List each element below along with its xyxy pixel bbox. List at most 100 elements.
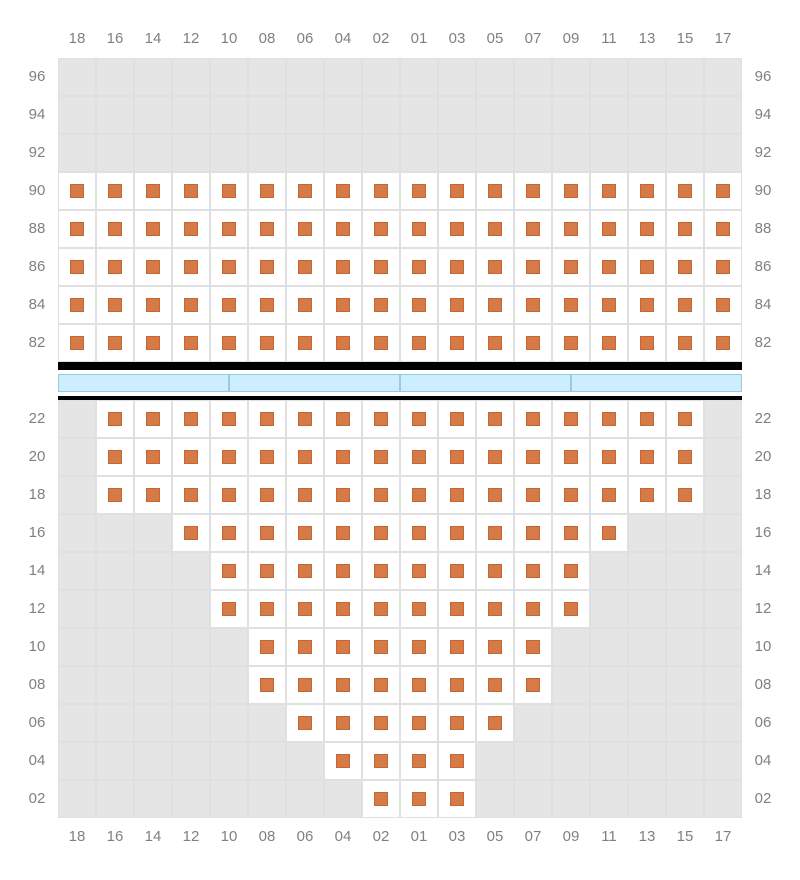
tooth-cell[interactable] — [362, 476, 400, 514]
tooth-cell[interactable] — [666, 248, 704, 286]
tooth-cell[interactable] — [210, 514, 248, 552]
tooth-cell[interactable] — [438, 590, 476, 628]
tooth-cell[interactable] — [666, 286, 704, 324]
tooth-cell[interactable] — [286, 286, 324, 324]
tooth-cell[interactable] — [362, 286, 400, 324]
tooth-cell[interactable] — [590, 248, 628, 286]
tooth-cell[interactable] — [400, 780, 438, 818]
tooth-cell[interactable] — [476, 628, 514, 666]
tooth-cell[interactable] — [58, 210, 96, 248]
tooth-cell[interactable] — [400, 172, 438, 210]
tooth-cell[interactable] — [362, 172, 400, 210]
tooth-cell[interactable] — [324, 400, 362, 438]
tooth-cell[interactable] — [438, 742, 476, 780]
tooth-cell[interactable] — [96, 438, 134, 476]
tooth-cell[interactable] — [514, 210, 552, 248]
tooth-cell[interactable] — [400, 400, 438, 438]
tooth-cell[interactable] — [172, 514, 210, 552]
tooth-cell[interactable] — [172, 172, 210, 210]
tooth-cell[interactable] — [704, 172, 742, 210]
tooth-cell[interactable] — [400, 552, 438, 590]
tooth-cell[interactable] — [704, 248, 742, 286]
tooth-cell[interactable] — [286, 210, 324, 248]
tooth-cell[interactable] — [362, 210, 400, 248]
tooth-cell[interactable] — [96, 172, 134, 210]
tooth-cell[interactable] — [362, 438, 400, 476]
tooth-cell[interactable] — [438, 248, 476, 286]
tooth-cell[interactable] — [400, 628, 438, 666]
tooth-cell[interactable] — [476, 514, 514, 552]
tooth-cell[interactable] — [172, 476, 210, 514]
tooth-cell[interactable] — [590, 400, 628, 438]
tooth-cell[interactable] — [400, 514, 438, 552]
tooth-cell[interactable] — [286, 666, 324, 704]
tooth-cell[interactable] — [248, 400, 286, 438]
tooth-cell[interactable] — [590, 324, 628, 362]
tooth-cell[interactable] — [210, 476, 248, 514]
tooth-cell[interactable] — [476, 476, 514, 514]
tooth-cell[interactable] — [134, 172, 172, 210]
tooth-cell[interactable] — [96, 476, 134, 514]
tooth-cell[interactable] — [438, 438, 476, 476]
tooth-cell[interactable] — [552, 324, 590, 362]
tooth-cell[interactable] — [476, 210, 514, 248]
tooth-cell[interactable] — [438, 476, 476, 514]
tooth-cell[interactable] — [476, 172, 514, 210]
tooth-cell[interactable] — [628, 438, 666, 476]
tooth-cell[interactable] — [552, 438, 590, 476]
tooth-cell[interactable] — [400, 248, 438, 286]
tooth-cell[interactable] — [400, 742, 438, 780]
tooth-cell[interactable] — [438, 400, 476, 438]
tooth-cell[interactable] — [514, 286, 552, 324]
tooth-cell[interactable] — [704, 324, 742, 362]
tooth-cell[interactable] — [96, 324, 134, 362]
tooth-cell[interactable] — [476, 324, 514, 362]
tooth-cell[interactable] — [324, 324, 362, 362]
tooth-cell[interactable] — [628, 172, 666, 210]
tooth-cell[interactable] — [248, 286, 286, 324]
tooth-cell[interactable] — [248, 590, 286, 628]
tooth-cell[interactable] — [666, 210, 704, 248]
tooth-cell[interactable] — [552, 248, 590, 286]
tooth-cell[interactable] — [552, 590, 590, 628]
tooth-cell[interactable] — [324, 438, 362, 476]
tooth-cell[interactable] — [324, 248, 362, 286]
tooth-cell[interactable] — [172, 210, 210, 248]
tooth-cell[interactable] — [324, 210, 362, 248]
tooth-cell[interactable] — [96, 210, 134, 248]
tooth-cell[interactable] — [552, 210, 590, 248]
tooth-cell[interactable] — [400, 324, 438, 362]
tooth-cell[interactable] — [514, 324, 552, 362]
tooth-cell[interactable] — [552, 476, 590, 514]
tooth-cell[interactable] — [58, 286, 96, 324]
tooth-cell[interactable] — [362, 704, 400, 742]
tooth-cell[interactable] — [324, 590, 362, 628]
tooth-cell[interactable] — [286, 628, 324, 666]
tooth-cell[interactable] — [324, 628, 362, 666]
tooth-cell[interactable] — [438, 514, 476, 552]
tooth-cell[interactable] — [438, 780, 476, 818]
tooth-cell[interactable] — [590, 286, 628, 324]
tooth-cell[interactable] — [286, 172, 324, 210]
tooth-cell[interactable] — [438, 552, 476, 590]
tooth-cell[interactable] — [438, 286, 476, 324]
tooth-cell[interactable] — [248, 248, 286, 286]
tooth-cell[interactable] — [514, 400, 552, 438]
tooth-cell[interactable] — [324, 666, 362, 704]
tooth-cell[interactable] — [704, 210, 742, 248]
tooth-cell[interactable] — [590, 172, 628, 210]
tooth-cell[interactable] — [666, 438, 704, 476]
tooth-cell[interactable] — [476, 438, 514, 476]
tooth-cell[interactable] — [476, 248, 514, 286]
tooth-cell[interactable] — [210, 324, 248, 362]
tooth-cell[interactable] — [286, 248, 324, 286]
tooth-cell[interactable] — [362, 248, 400, 286]
tooth-cell[interactable] — [248, 476, 286, 514]
tooth-cell[interactable] — [286, 514, 324, 552]
tooth-cell[interactable] — [248, 210, 286, 248]
tooth-cell[interactable] — [324, 476, 362, 514]
tooth-cell[interactable] — [286, 400, 324, 438]
tooth-cell[interactable] — [286, 438, 324, 476]
tooth-cell[interactable] — [172, 438, 210, 476]
tooth-cell[interactable] — [438, 704, 476, 742]
